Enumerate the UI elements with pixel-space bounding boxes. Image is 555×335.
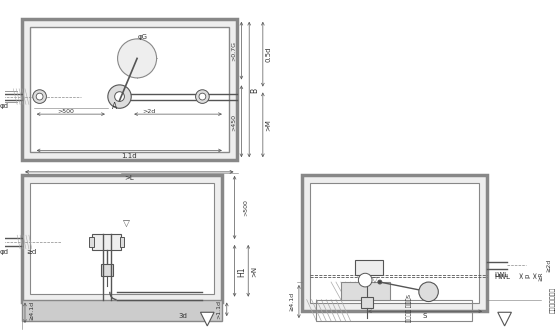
Text: ≥R: ≥R — [538, 271, 543, 281]
Bar — [355, 260, 383, 275]
Bar — [310, 183, 480, 304]
Circle shape — [108, 85, 131, 108]
Text: p: p — [524, 274, 530, 278]
Text: 3d: 3d — [179, 313, 188, 319]
Text: >2d: >2d — [142, 109, 155, 114]
Circle shape — [33, 90, 47, 104]
Circle shape — [359, 273, 372, 287]
Text: ≥d: ≥d — [27, 249, 37, 255]
Circle shape — [199, 93, 206, 100]
Circle shape — [36, 93, 43, 100]
Text: S: S — [422, 313, 427, 319]
Bar — [22, 299, 222, 321]
Text: ▽: ▽ — [357, 273, 364, 282]
Text: >N: >N — [251, 266, 257, 277]
Text: H1: H1 — [237, 266, 246, 277]
Bar — [101, 264, 113, 276]
Circle shape — [419, 282, 438, 302]
Bar — [89, 237, 94, 247]
Text: >0.7G: >0.7G — [231, 41, 236, 61]
Polygon shape — [498, 312, 512, 326]
Text: ≥4.1d: ≥4.1d — [290, 292, 295, 311]
Text: ▽: ▽ — [123, 220, 130, 229]
Text: >500: >500 — [244, 200, 249, 216]
Circle shape — [118, 39, 157, 78]
Circle shape — [115, 92, 124, 102]
Bar — [119, 237, 124, 247]
Text: >L: >L — [124, 175, 134, 181]
Text: >450: >450 — [231, 114, 236, 131]
Bar — [30, 26, 229, 152]
Text: B: B — [250, 87, 260, 92]
Circle shape — [378, 280, 382, 284]
Bar — [302, 175, 487, 311]
Text: 設定水位 上限＜S: 設定水位 上限＜S — [406, 294, 412, 322]
Text: A: A — [112, 102, 117, 111]
Circle shape — [195, 90, 209, 104]
Bar — [22, 175, 222, 302]
Text: ≥4.1d: ≥4.1d — [29, 301, 34, 320]
Bar — [30, 183, 214, 294]
Text: φG: φG — [138, 34, 148, 40]
Text: 0.5d: 0.5d — [266, 47, 272, 62]
Bar — [316, 299, 472, 321]
Text: 1.1d: 1.1d — [122, 153, 137, 159]
Text: >M: >M — [266, 119, 272, 131]
Text: φd: φd — [0, 249, 9, 255]
Text: フロート槽底面: フロート槽底面 — [551, 286, 555, 313]
Text: LWL: LWL — [495, 272, 509, 278]
Polygon shape — [200, 312, 214, 326]
Bar — [92, 234, 122, 250]
Text: φd: φd — [0, 103, 9, 109]
Bar — [341, 282, 390, 299]
Bar — [361, 297, 373, 309]
Text: HWL: HWL — [495, 274, 511, 280]
Text: >1.1d: >1.1d — [216, 300, 221, 319]
Text: ≥2d: ≥2d — [546, 259, 551, 272]
Bar — [22, 19, 236, 160]
Text: ▽: ▽ — [372, 275, 378, 284]
Text: >500: >500 — [58, 109, 74, 114]
